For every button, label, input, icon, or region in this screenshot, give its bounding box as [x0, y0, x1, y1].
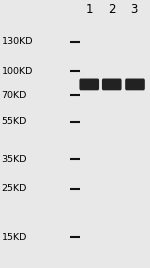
Text: 130KD: 130KD [2, 37, 33, 46]
Text: 15KD: 15KD [2, 233, 27, 242]
Text: 100KD: 100KD [2, 66, 33, 76]
Text: 25KD: 25KD [2, 184, 27, 193]
Text: 2: 2 [108, 3, 116, 16]
Text: 35KD: 35KD [2, 155, 27, 164]
Text: 1: 1 [85, 3, 93, 16]
Text: 55KD: 55KD [2, 117, 27, 126]
Text: 70KD: 70KD [2, 91, 27, 100]
FancyBboxPatch shape [80, 79, 99, 90]
FancyBboxPatch shape [102, 79, 122, 90]
FancyBboxPatch shape [125, 79, 145, 90]
Text: 3: 3 [130, 3, 138, 16]
